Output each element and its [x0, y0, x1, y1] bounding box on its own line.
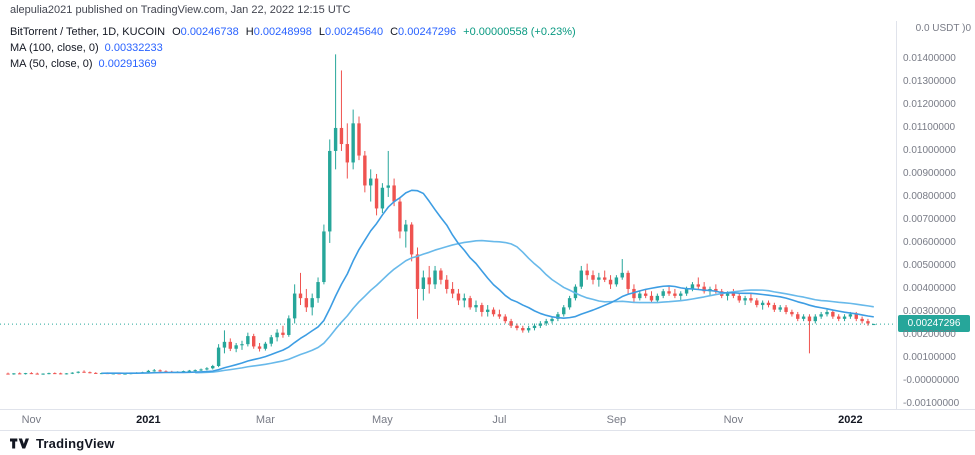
high-label: H [245, 26, 254, 38]
candles-layer [6, 54, 876, 375]
symbol-row: BitTorrent / Tether, 1D, KUCOIN O0.002467… [10, 24, 576, 40]
high-value: 0.00248998 [253, 26, 312, 38]
ma50-label: MA (50, close, 0) [10, 58, 93, 70]
ma-100-line [195, 239, 874, 374]
chart-region: BitTorrent / Tether, 1D, KUCOIN O0.002467… [0, 21, 975, 432]
open-label: O [172, 26, 181, 38]
tradingview-logo-icon [10, 438, 29, 448]
price-axis-label: 0.00800000 [903, 190, 956, 202]
price-axis-label: 0.00200000 [903, 328, 956, 340]
price-axis-label: 0.01400000 [903, 52, 956, 64]
ma50-value: 0.00291369 [98, 58, 157, 70]
open-value: 0.00246738 [180, 26, 239, 38]
ma100-value: 0.00332233 [104, 42, 163, 54]
change-value: +0.00000558 (+0.23%) [463, 26, 576, 38]
symbol-title: BitTorrent / Tether, 1D, KUCOIN [10, 26, 166, 38]
current-price-value: 0.00247296 [907, 318, 961, 330]
time-axis-label: 2022 [838, 414, 863, 426]
price-axis-label: 0.00700000 [903, 213, 956, 225]
price-axis-label: 0.00400000 [903, 282, 956, 294]
close-label: C [390, 26, 399, 38]
time-axis-label: Jul [492, 414, 507, 426]
price-axis-label: 0.00100000 [903, 351, 956, 363]
axis-top-text: 0.0 USDT )0 [915, 23, 971, 34]
time-axis-label: Nov [723, 414, 744, 426]
time-axis-label: Mar [255, 414, 275, 426]
price-axis-label: -0.00000000 [903, 374, 960, 386]
price-axis-label: -0.00100000 [903, 397, 960, 409]
price-axis-label: 0.01000000 [903, 144, 956, 156]
footer-bar: TradingView [0, 430, 975, 455]
price-axis-label: 0.00600000 [903, 236, 956, 248]
time-axis-label: 2021 [136, 414, 161, 426]
attribution-text: alepulia2021 published on TradingView.co… [10, 4, 351, 16]
price-axis-label: 0.01300000 [903, 75, 956, 87]
price-pane-svg[interactable] [0, 21, 897, 409]
ma100-row: MA (100, close, 0) 0.00332233 [10, 40, 576, 56]
price-axis[interactable]: 0.0 USDT )0 0.00247296 0.01400000 0.01300… [896, 21, 975, 409]
low-label: L [318, 26, 325, 38]
ma50-row: MA (50, close, 0) 0.00291369 [10, 56, 576, 72]
price-axis-label: 0.01200000 [903, 98, 956, 110]
time-axis-label: Sep [606, 414, 627, 426]
ma-50-line [101, 189, 874, 375]
current-price-tag: 0.00247296 [898, 315, 970, 333]
candlestick-chart[interactable] [0, 21, 897, 409]
chart-legend: BitTorrent / Tether, 1D, KUCOIN O0.002467… [10, 24, 576, 72]
tradingview-logo[interactable]: TradingView [10, 436, 115, 451]
close-value: 0.00247296 [398, 26, 457, 38]
price-axis-label: 0.01100000 [903, 121, 956, 133]
time-axis[interactable]: Nov 2021 Mar May Jul Sep Nov 2022 [0, 409, 975, 432]
time-axis-label: May [372, 414, 393, 426]
time-axis-label: Nov [21, 414, 42, 426]
price-axis-label: 0.00900000 [903, 167, 956, 179]
low-value: 0.00245640 [324, 26, 384, 38]
ma100-label: MA (100, close, 0) [10, 42, 99, 54]
attribution-bar: alepulia2021 published on TradingView.co… [0, 0, 975, 21]
price-axis-label: 0.00500000 [903, 259, 956, 271]
tradingview-wordmark: TradingView [36, 435, 115, 451]
price-axis-label: 0.00300000 [903, 305, 956, 317]
